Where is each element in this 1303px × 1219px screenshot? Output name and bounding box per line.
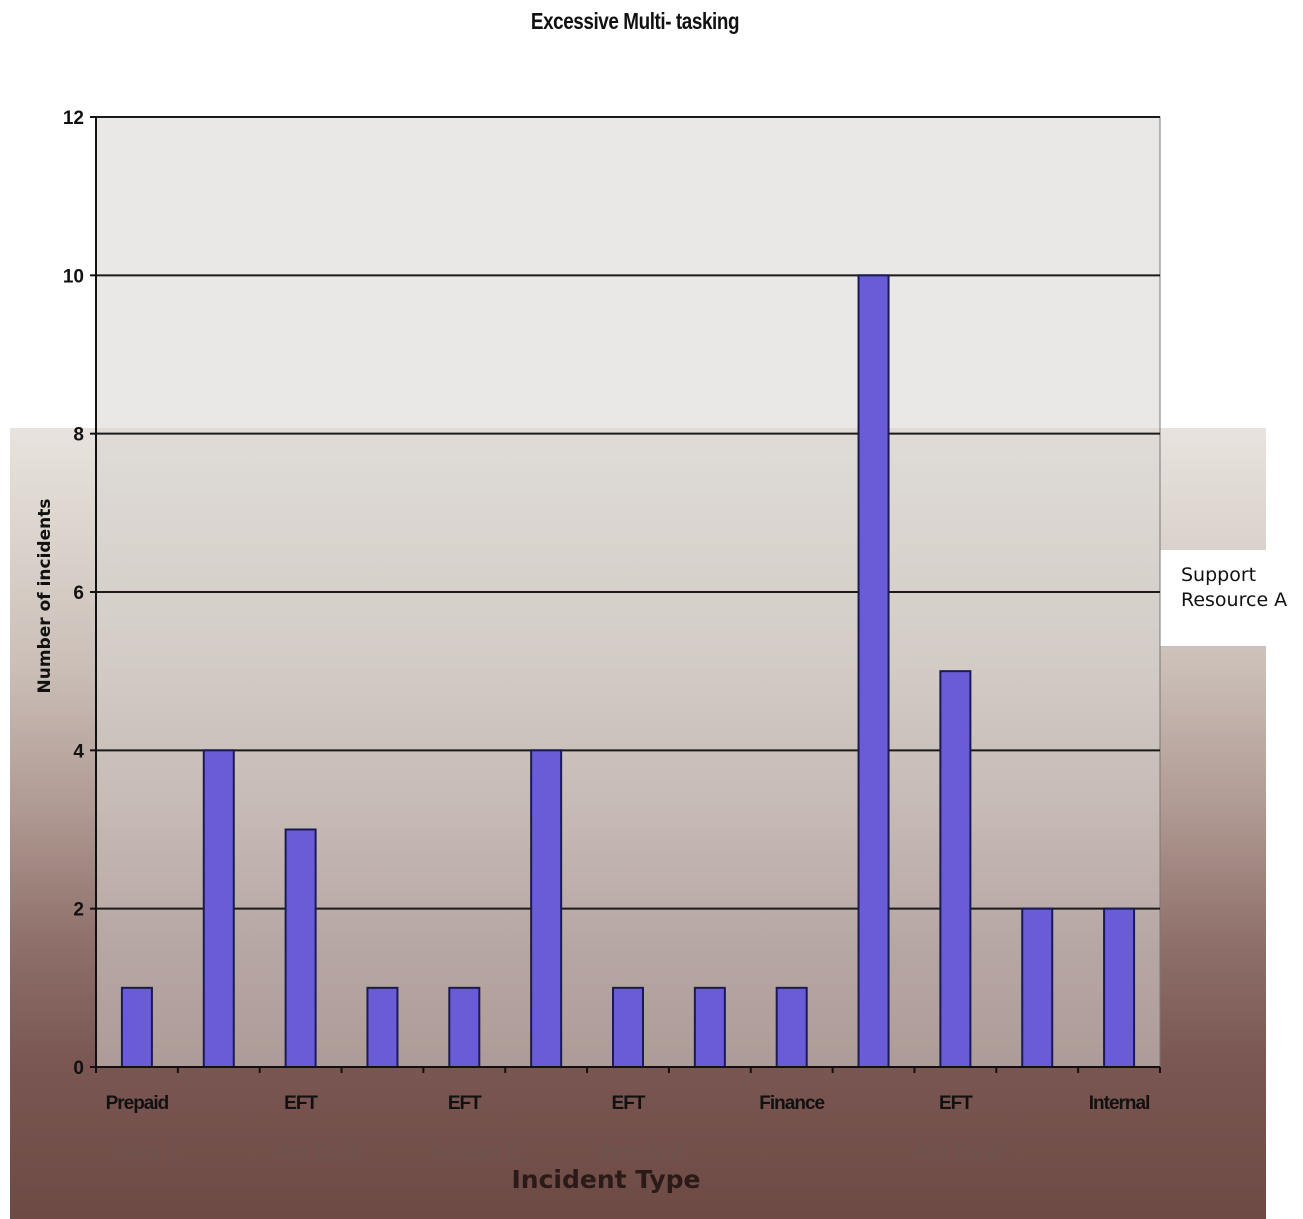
y-tick-label: 6 — [73, 583, 84, 604]
x-tick-label: Internal — [1089, 1093, 1150, 1114]
bar — [530, 749, 563, 1068]
axes — [90, 116, 1161, 1073]
x-tick-label: Prepaid — [106, 1093, 169, 1114]
x-axis-title: Incident Type — [511, 1165, 700, 1194]
bar — [1021, 907, 1054, 1069]
y-tick-label: 4 — [73, 741, 84, 762]
y-axis-title: Number of incidents — [35, 499, 55, 694]
y-tick-label: 12 — [63, 108, 84, 129]
y-tick-label: 8 — [73, 425, 84, 446]
x-group-label: Retailer C — [432, 1142, 520, 1163]
gridlines — [96, 116, 1160, 910]
bar — [202, 749, 235, 1068]
x-group-labels: Client 1 Petr Co X Retailer C Petr Co Z Petr… — [111, 1142, 1002, 1163]
y-tick-label: 0 — [73, 1058, 84, 1079]
legend-series-label: Support Resource A — [1181, 563, 1287, 613]
bar — [612, 986, 644, 1068]
legend-background — [1160, 550, 1303, 646]
x-tick-label: EFT — [284, 1093, 318, 1114]
x-tick-label: Finance — [759, 1093, 824, 1114]
x-group-label: Petr Co X — [274, 1142, 357, 1163]
y-tick-label: 10 — [63, 266, 84, 287]
bar — [448, 986, 481, 1068]
x-tick-label: EFT — [448, 1093, 482, 1114]
bar — [775, 986, 808, 1068]
x-group-label: Petr Co W — [914, 1142, 1003, 1163]
bar — [120, 986, 153, 1068]
chart-title: Excessive Multi- tasking — [530, 8, 740, 34]
bar — [366, 986, 399, 1068]
bar — [693, 986, 726, 1068]
bar — [857, 274, 890, 1069]
y-tick-labels: 0 2 4 6 8 10 12 — [63, 108, 85, 1079]
x-tick-labels: Prepaid EFT EFT EFT Finance EFT Internal — [106, 1093, 1151, 1114]
x-group-label: Petr Co Z — [601, 1142, 684, 1163]
bar — [284, 828, 317, 1068]
bar — [939, 670, 972, 1069]
x-tick-label: EFT — [612, 1093, 646, 1114]
legend-line-1: Support — [1181, 564, 1257, 586]
legend-line-2: Resource A — [1181, 589, 1288, 611]
bars — [120, 274, 1136, 1069]
x-tick-label: EFT — [939, 1093, 973, 1114]
x-group-label: Client 1 — [111, 1142, 180, 1163]
y-tick-label: 2 — [73, 900, 84, 921]
bar — [1103, 907, 1136, 1069]
